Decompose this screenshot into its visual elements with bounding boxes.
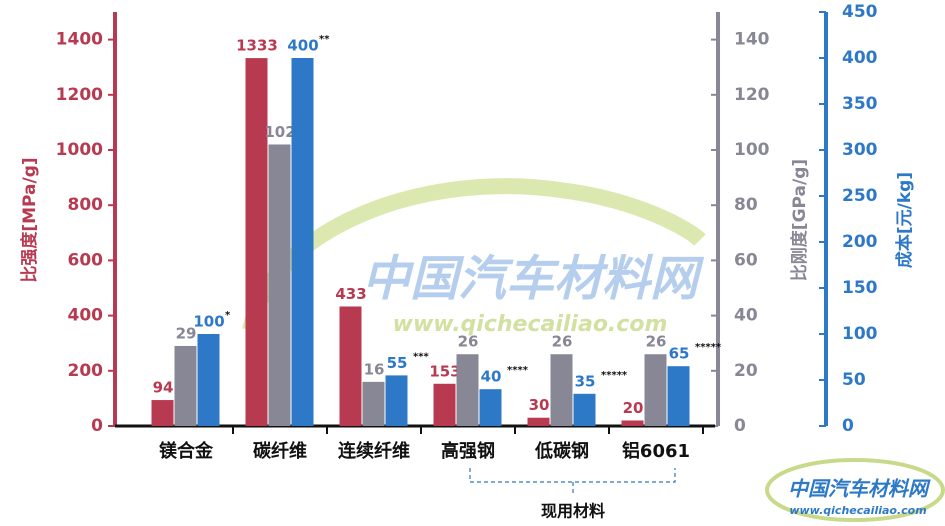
value-mark: *** [413,351,429,362]
x-tick-label: 镁合金 [159,440,214,462]
y2-axis-title: 比刚度[GPa/g] [789,159,810,281]
bar [151,400,174,426]
logo-title: 中国汽车材料网 [788,477,931,501]
value-label: 100 [193,313,224,331]
value-label: 153 [429,362,460,380]
y3-tick-label: 250 [842,186,878,206]
bar [174,345,197,426]
bar [479,389,502,426]
y2-tick-label: 80 [734,195,758,215]
value-label: 94 [153,379,174,397]
y3-tick-label: 50 [842,370,866,390]
y3-tick-label: 0 [842,416,854,436]
logo-ring [765,458,945,522]
group-label: 现用材料 [541,502,605,521]
y-tick-label: 200 [68,361,104,381]
value-label: 30 [529,396,550,414]
y3-tick-label: 150 [842,278,878,298]
value-label: 26 [458,333,479,351]
bar [667,366,690,426]
x-tick-label: 低碳钢 [534,440,589,462]
x-tick-label: 碳纤维 [253,440,307,462]
bar [621,420,644,426]
y-axis-title: 比强度[MPa/g] [19,157,40,282]
bar [456,354,479,426]
x-tick-label: 高强钢 [441,440,495,462]
value-mark: **** [507,365,529,376]
value-mark: ***** [601,370,628,381]
value-label: 102 [264,123,295,141]
value-label: 26 [552,333,573,351]
y-tick-label: 600 [68,250,104,270]
y3-tick-label: 350 [842,94,878,114]
y-tick-label: 1400 [56,30,103,50]
x-tick-label: 连续纤维 [338,440,410,462]
logo-url: www.qichecailiao.com [789,504,926,517]
value-mark: ***** [695,342,722,353]
y-tick-label: 800 [68,195,104,215]
bar [245,58,268,426]
value-label: 65 [669,345,690,363]
value-mark: * [225,310,231,321]
value-label: 40 [481,368,502,386]
y2-tick-label: 120 [734,85,770,105]
value-label: 20 [623,399,644,417]
watermark-url: www.qichecailiao.com [393,312,668,337]
value-label: 35 [575,372,596,390]
y3-tick-label: 300 [842,140,878,160]
y2-tick-label: 20 [734,361,758,381]
y3-tick-label: 450 [842,2,878,22]
bar [385,375,408,426]
bar [644,354,667,426]
value-mark: ** [319,34,330,45]
bar [339,306,362,426]
y3-tick-label: 100 [842,324,878,344]
y-tick-label: 1200 [56,85,103,105]
bar [291,58,314,426]
bar [268,144,291,427]
group-bracket [469,468,676,496]
bar [433,383,456,426]
y2-tick-label: 100 [734,140,770,160]
bar [362,381,385,426]
bar [197,334,220,426]
y-tick-label: 1000 [56,140,103,160]
y2-tick-label: 40 [734,306,758,326]
y3-tick-label: 200 [842,232,878,252]
y3-axis-title: 成本[元/kg] [894,172,915,268]
value-label: 55 [387,354,408,372]
y-tick-label: 400 [68,306,104,326]
value-label: 16 [364,360,385,378]
y-tick-label: 0 [91,416,103,436]
bar [573,393,596,426]
watermark-title: 中国汽车材料网 [362,251,705,307]
y2-tick-label: 140 [734,30,770,50]
value-label: 433 [335,285,366,303]
bar [527,417,550,426]
value-label: 29 [176,324,197,342]
y3-tick-label: 400 [842,48,878,68]
y2-tick-label: 60 [734,250,758,270]
value-label: 400 [287,37,318,55]
value-label: 1333 [236,37,278,55]
x-tick-label: 铝6061 [622,440,690,462]
bar [550,354,573,426]
y2-tick-label: 0 [734,416,746,436]
value-label: 26 [646,333,667,351]
